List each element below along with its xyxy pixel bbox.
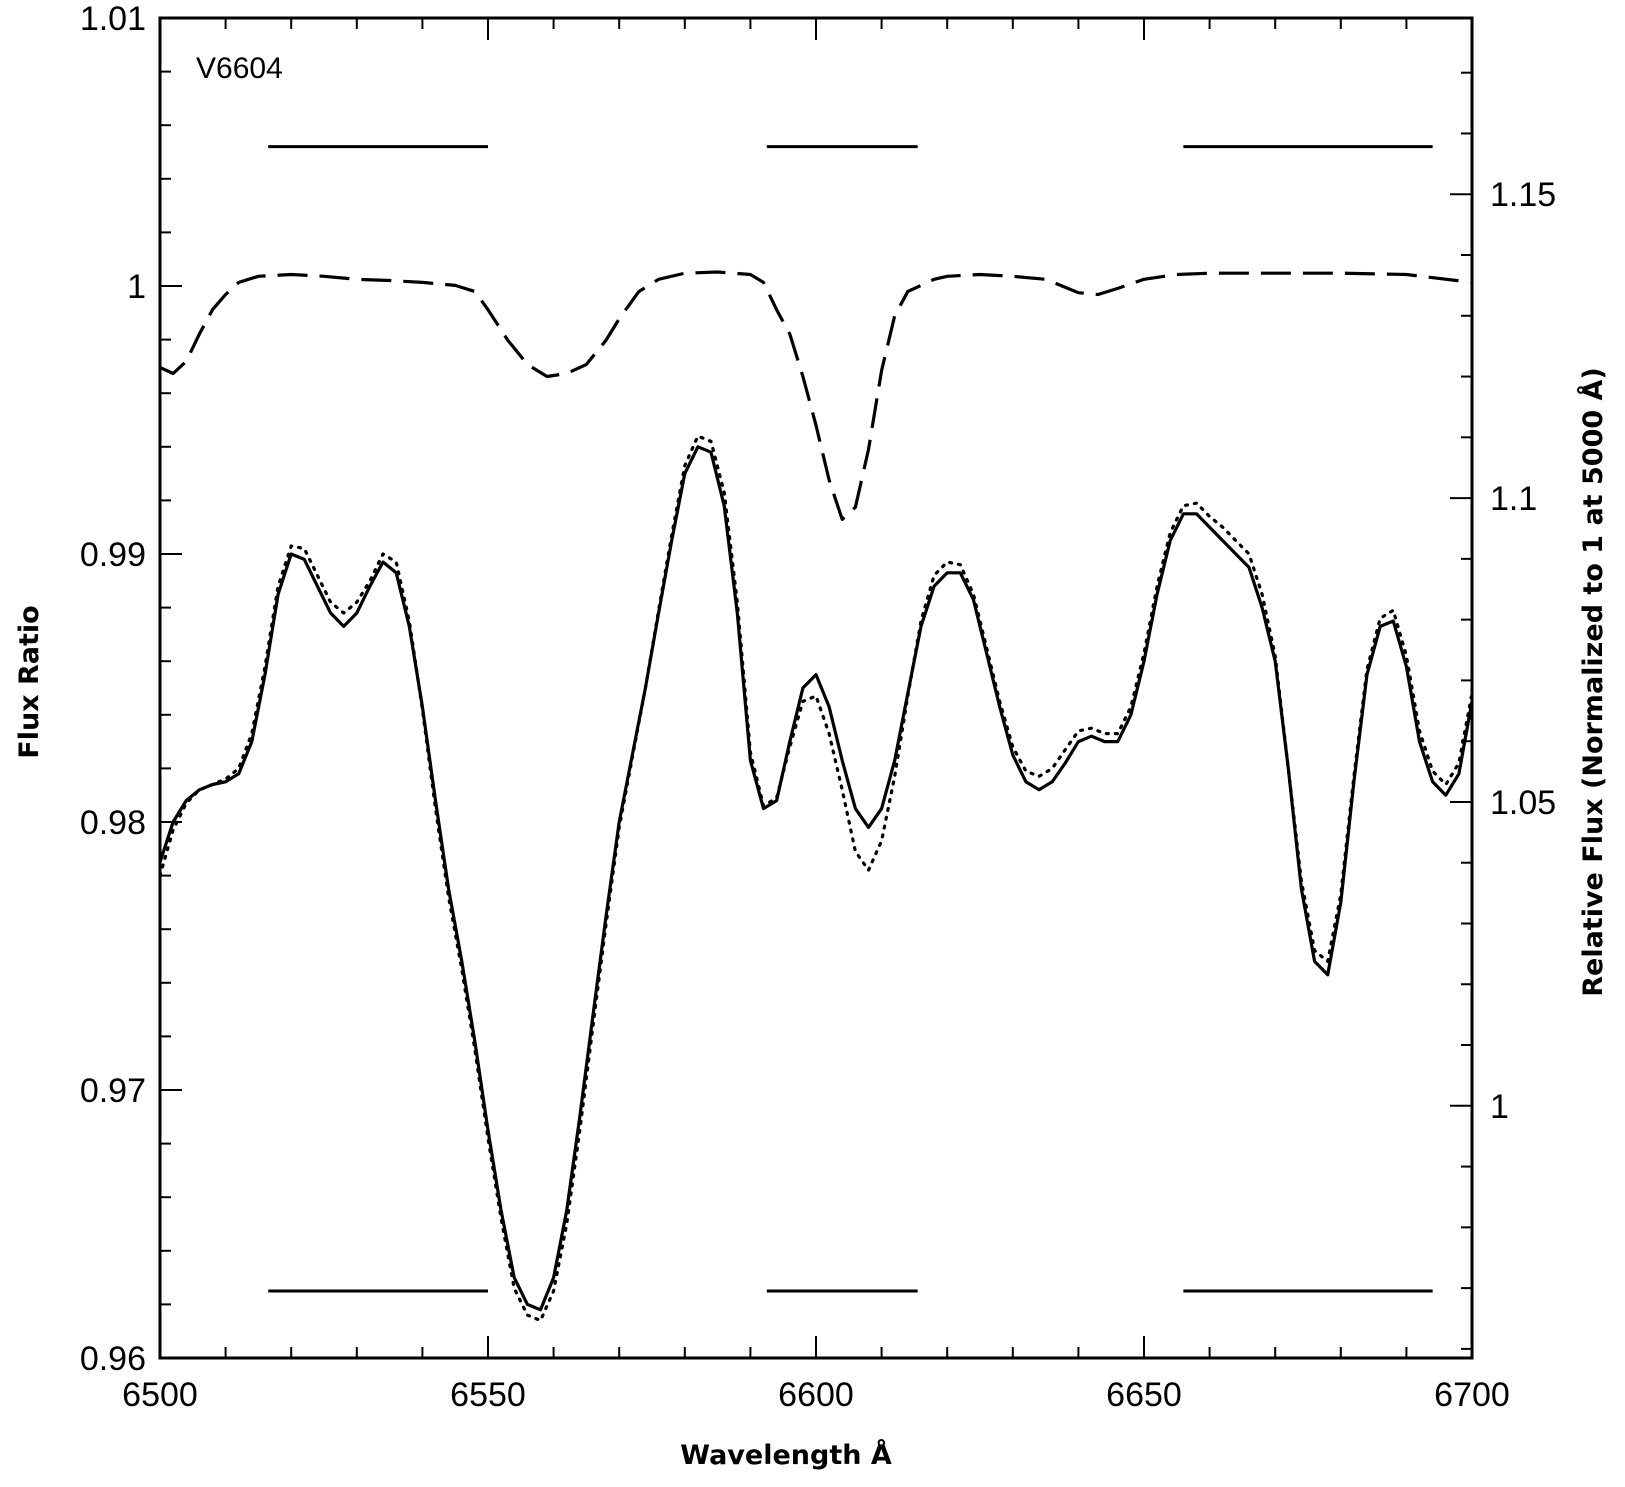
y-tick-label: 1 — [127, 268, 146, 306]
y2-tick-label: 1.1 — [1490, 480, 1537, 518]
right-y-axis-title: Relative Flux (Normalized to 1 at 5000 Å… — [1577, 367, 1609, 997]
y-tick-label: 0.99 — [80, 536, 146, 574]
y2-tick-label: 1.15 — [1490, 176, 1556, 214]
x-tick-label: 6500 — [122, 1376, 198, 1414]
x-tick-label: 6700 — [1434, 1376, 1510, 1414]
y2-tick-label: 1 — [1490, 1088, 1509, 1126]
axes: 6500 6550 6600 6650 6700 0.96 0.97 0.98 0.99 1 1.0… — [80, 0, 1556, 1414]
series-dotted — [158, 434, 1474, 1323]
plot-frame — [158, 16, 1474, 1360]
series-group — [158, 270, 1474, 1323]
y-tick-label: 0.98 — [80, 804, 146, 842]
series-solid — [158, 445, 1474, 1312]
y2-tick-label: 1.05 — [1490, 784, 1556, 822]
y-tick-label: 0.96 — [80, 1340, 146, 1378]
left-y-axis-title: Flux Ratio — [14, 605, 45, 758]
x-tick-label: 6650 — [1106, 1376, 1182, 1414]
series-dashed — [159, 270, 1473, 522]
x-tick-label: 6550 — [450, 1376, 526, 1414]
y-tick-label: 1.01 — [80, 0, 146, 38]
y-tick-label: 0.97 — [80, 1072, 146, 1110]
x-tick-label: 6600 — [778, 1376, 854, 1414]
star-label: V6604 — [196, 52, 283, 85]
x-axis-title: Wavelength Å — [680, 1439, 892, 1471]
band-markers — [268, 145, 1433, 1293]
